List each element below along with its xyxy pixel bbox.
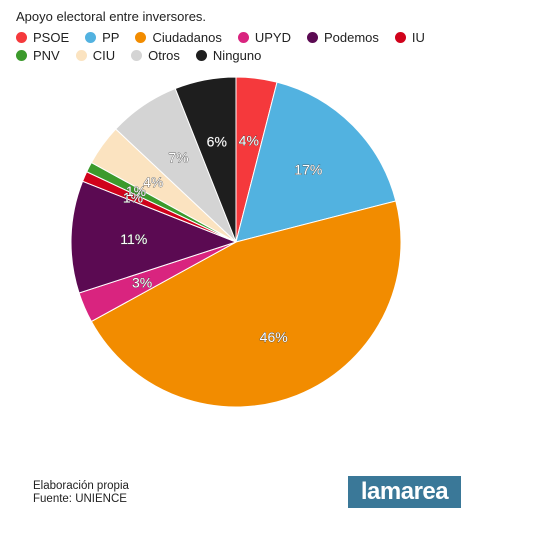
chart-legend: PSOE PP Ciudadanos UPYD Podemos IU PNV CIU Otros… bbox=[16, 30, 486, 63]
legend-label: CIU bbox=[92, 48, 116, 63]
legend-swatch bbox=[195, 50, 207, 61]
legend-swatch bbox=[131, 50, 143, 61]
legend-swatch bbox=[16, 32, 27, 43]
lamarea-logo: lamarea bbox=[348, 476, 461, 508]
legend-label: UPYD bbox=[254, 30, 291, 45]
chart-title: Apoyo electoral entre inversores. bbox=[16, 9, 207, 24]
legend-swatch bbox=[75, 50, 87, 61]
chart-footer: Elaboración propia Fuente: UNIENCE bbox=[33, 480, 129, 506]
legend-label: PNV bbox=[33, 48, 60, 63]
slice-label-psoe: 4% bbox=[239, 133, 259, 149]
legend-item-pnv[interactable]: PNV bbox=[16, 48, 60, 63]
legend-item-ninguno[interactable]: Ninguno bbox=[195, 48, 262, 63]
legend-swatch bbox=[135, 32, 147, 43]
slice-label-ninguno: 6% bbox=[207, 134, 227, 150]
legend-item-psoe[interactable]: PSOE bbox=[16, 30, 69, 45]
source-text: Fuente: UNIENCE bbox=[33, 493, 127, 505]
legend-swatch bbox=[16, 50, 27, 61]
pie-slice-pp[interactable] bbox=[235, 81, 397, 243]
legend-item-upyd[interactable]: UPYD bbox=[237, 30, 291, 45]
slice-label-ciu: 4% bbox=[143, 174, 163, 190]
legend-label: PSOE bbox=[33, 30, 70, 45]
legend-item-ciudadanos[interactable]: Ciudadanos bbox=[135, 30, 222, 45]
legend-swatch bbox=[237, 32, 249, 43]
pie-slice-ciudadanos[interactable] bbox=[90, 200, 402, 408]
legend-swatch bbox=[394, 32, 406, 43]
legend-item-podemos[interactable]: Podemos bbox=[306, 30, 379, 45]
slice-label-ciudadanos: 46% bbox=[260, 329, 288, 345]
slice-label-otros: 7% bbox=[168, 149, 188, 165]
slice-label-iu: 1% bbox=[123, 189, 143, 205]
slice-label-upyd: 3% bbox=[132, 275, 152, 291]
legend-label: Ninguno bbox=[212, 48, 262, 63]
credit-text: Elaboración propia bbox=[33, 480, 129, 492]
legend-label: Ciudadanos bbox=[152, 30, 222, 45]
legend-item-ciu[interactable]: CIU bbox=[75, 48, 116, 63]
slice-label-podemos: 11% bbox=[120, 231, 147, 247]
legend-label: PP bbox=[102, 30, 120, 45]
slice-label-pnv: 1% bbox=[126, 183, 146, 199]
pie-slice-podemos[interactable] bbox=[70, 180, 238, 294]
legend-item-iu[interactable]: IU bbox=[394, 30, 425, 45]
legend-item-otros[interactable]: Otros bbox=[131, 48, 180, 63]
legend-label: IU bbox=[411, 30, 425, 45]
legend-swatch bbox=[85, 32, 97, 43]
legend-label: Podemos bbox=[323, 30, 379, 45]
legend-label: Otros bbox=[148, 48, 180, 63]
slice-label-pp: 17% bbox=[294, 162, 322, 178]
pie-slice-ninguno[interactable] bbox=[174, 76, 237, 243]
legend-item-pp[interactable]: PP bbox=[85, 30, 119, 45]
legend-swatch bbox=[306, 32, 318, 43]
